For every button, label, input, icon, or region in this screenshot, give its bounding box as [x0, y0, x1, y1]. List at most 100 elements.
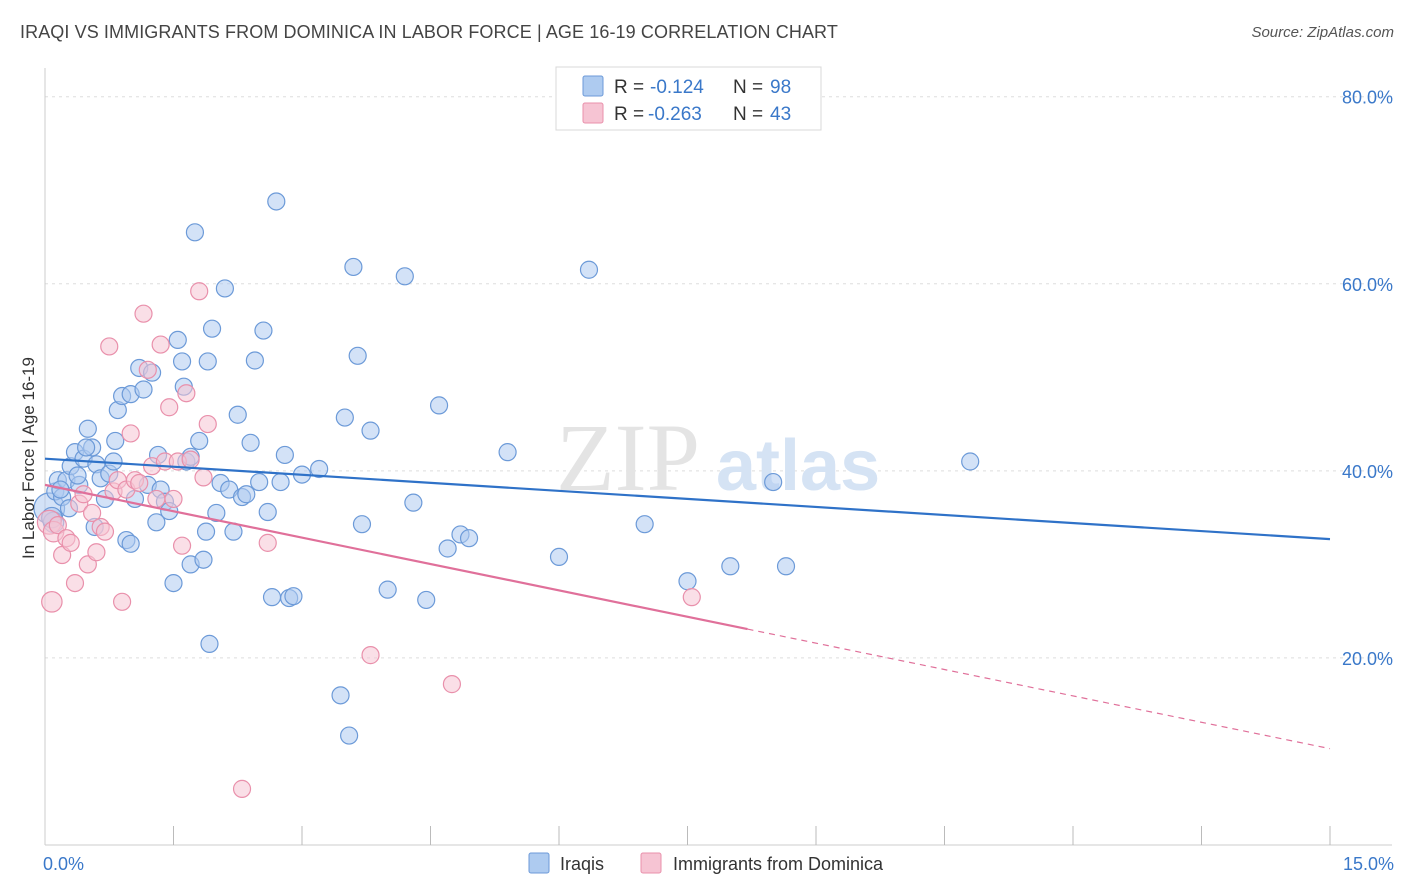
iraqi-point-65: [284, 587, 303, 606]
dominica-point-7: [65, 573, 85, 593]
iraqi-point-74: [361, 421, 380, 440]
dominica-trend-line: [44, 483, 748, 631]
iraqi-point-55: [241, 433, 260, 452]
iraqi-point-35: [172, 352, 192, 371]
iraqi-point-61: [267, 192, 286, 211]
iraqi-point-58: [254, 321, 273, 340]
watermark: ZIP atlas: [556, 404, 880, 511]
iraqi-point-77: [404, 493, 423, 512]
dominica-point-24: [138, 360, 157, 379]
legend-n-value-blue: 98: [770, 77, 791, 98]
dominica-point-23: [134, 304, 153, 323]
y-tick-label-60: 60.0%: [1342, 275, 1393, 295]
dominica-point-42: [682, 588, 701, 607]
iraqi-point-96: [77, 438, 96, 457]
iraqi-point-82: [459, 529, 479, 548]
iraqi-point-79: [429, 396, 449, 415]
dominica-trend-line-dashed: [747, 628, 1331, 750]
iraqi-point-25: [134, 380, 153, 399]
legend-swatch-blue: [582, 75, 604, 97]
y-tick-label-20: 20.0%: [1342, 649, 1393, 669]
iraqi-point-90: [776, 557, 796, 576]
bottom-legend-swatch-iraqis: [528, 852, 550, 874]
dominica-point-37: [198, 414, 217, 434]
iraqi-point-34: [168, 330, 187, 350]
dominica-point-35: [190, 282, 209, 301]
iraqi-point-83: [498, 443, 517, 462]
bottom-legend-label-iraqis: Iraqis: [560, 854, 604, 874]
iraqi-point-91: [961, 452, 980, 471]
iraqi-point-41: [190, 431, 209, 451]
watermark-atlas: atlas: [716, 426, 880, 506]
dominica-point-11: [83, 503, 102, 523]
iraqi-point-72: [348, 346, 367, 365]
iraqi-point-69: [335, 408, 354, 427]
dominica-point-3: [48, 516, 67, 535]
tick-labels: 20.0% 40.0% 60.0% 80.0% 0.0% 15.0%: [43, 88, 1394, 874]
iraqi-point-49: [215, 279, 234, 298]
x-tick-label-15: 15.0%: [1343, 854, 1394, 874]
source-label: Source: ZipAtlas.com: [1251, 24, 1394, 41]
dominica-point-30: [164, 489, 183, 509]
iraqi-point-84: [549, 547, 569, 567]
iraqi-point-80: [438, 539, 457, 558]
iraqi-point-17: [106, 431, 125, 451]
grid-layer: [45, 96, 1392, 659]
iraqi-point-46: [202, 319, 222, 338]
chart-title: IRAQI VS IMMIGRANTS FROM DOMINICA IN LAB…: [20, 22, 838, 42]
dominica-point-6: [61, 533, 80, 552]
iraqi-point-75: [378, 580, 397, 599]
legend-r-value-blue: -0.124: [650, 77, 704, 98]
iraqi-point-60: [262, 588, 282, 607]
y-tick-label-80: 80.0%: [1342, 88, 1393, 108]
axes-layer: [44, 68, 1392, 846]
iraqi-point-87: [678, 572, 697, 591]
iraqi-point-68: [331, 686, 350, 705]
dominica-point-14: [95, 522, 115, 541]
trend-layer: [44, 457, 1331, 750]
iraqi-point-78: [417, 590, 436, 610]
iraqi-point-67: [310, 459, 329, 479]
iraqi-point-28: [147, 513, 166, 532]
dominica-point-22: [130, 473, 149, 493]
iraqi-point-54: [237, 485, 256, 504]
legend-r-label-pink: R =: [614, 104, 644, 125]
bottom-legend-swatch-dominica: [640, 852, 662, 874]
dominica-point-1: [41, 591, 63, 613]
dominica-point-26: [147, 489, 166, 509]
dominica-point-34: [181, 450, 200, 469]
series-legend: Iraqis Immigrants from Dominica: [528, 852, 884, 874]
iraqi-point-71: [344, 257, 363, 277]
dominica-point-41: [442, 675, 462, 694]
iraqi-point-86: [635, 515, 654, 534]
legend-n-label-pink: N =: [733, 104, 763, 125]
y-axis-title: In Labor Force | Age 16-19: [19, 357, 38, 559]
dominica-point-38: [232, 779, 252, 798]
legend-swatch-pink: [582, 102, 604, 124]
dominica-point-15: [100, 337, 119, 356]
iraqi-point-56: [245, 351, 264, 370]
dominica-point-40: [361, 646, 380, 665]
legend-r-value-pink: -0.263: [648, 104, 702, 125]
dominica-point-12: [87, 543, 106, 562]
legend-n-value-pink: 43: [770, 104, 791, 125]
iraqi-point-95: [68, 466, 87, 485]
iraqi-point-43: [196, 522, 216, 541]
iraqi-point-16: [104, 452, 123, 471]
dominica-point-18: [112, 592, 132, 611]
iraqi-point-10: [78, 419, 97, 438]
dominica-point-29: [160, 398, 179, 417]
iraqi-point-89: [764, 472, 783, 492]
x-tick-label-0: 0.0%: [43, 854, 84, 874]
dominica-point-39: [258, 533, 277, 552]
iraqi-point-63: [275, 445, 294, 465]
dominica-point-27: [151, 335, 170, 354]
iraqi-point-33: [164, 573, 183, 593]
iraqi-point-47: [207, 503, 226, 523]
legend-n-label-blue: N =: [733, 77, 763, 98]
iraqi-point-42: [194, 550, 213, 569]
y-tick-label-40: 40.0%: [1342, 462, 1393, 482]
iraqi-point-59: [258, 502, 277, 522]
dominica-point-36: [194, 468, 213, 487]
